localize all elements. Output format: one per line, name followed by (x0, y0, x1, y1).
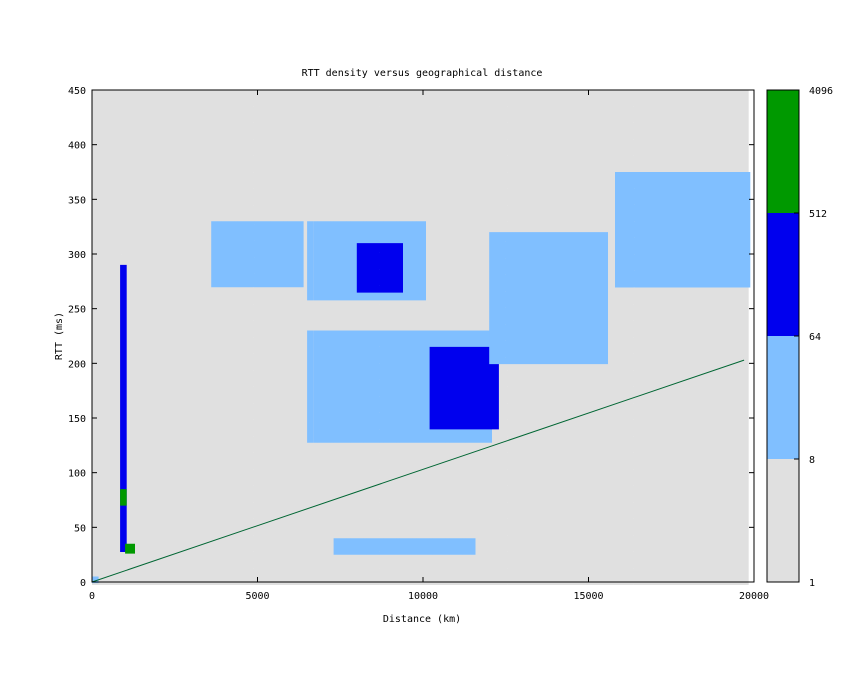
density-cluster-8 (333, 538, 476, 555)
colorbar-tick-label: 64 (809, 332, 821, 343)
chart-title: RTT density versus geographical distance (302, 68, 543, 79)
reference-line-layer (91, 359, 745, 583)
y-tick-label: 300 (68, 250, 86, 261)
colorbar: 1 8 64 512 4096 (766, 86, 833, 589)
colorbar-tick-label: 8 (809, 455, 815, 466)
x-tick-label: 0 (89, 591, 95, 602)
y-axis: 0 50 100 150 200 250 300 350 400 450 (68, 86, 754, 589)
density-cluster-2 (429, 346, 499, 430)
density-cluster-9 (120, 264, 127, 552)
colorbar-tick-label: 1 (809, 578, 815, 589)
heatmap-cell (211, 221, 304, 288)
y-tick-label: 100 (68, 469, 86, 480)
colorbar-tick-label: 4096 (809, 86, 833, 97)
reference-line (91, 359, 745, 583)
y-axis-label: RTT (ms) (54, 312, 65, 360)
heatmap-cell (615, 172, 751, 288)
y-tick-label: 50 (74, 523, 86, 534)
y-tick-label: 150 (68, 414, 86, 425)
y-tick-label: 400 (68, 141, 86, 152)
heatmap-cell (489, 232, 608, 365)
density-cluster-11 (125, 543, 135, 554)
x-axis: 0 5000 10000 15000 20000 (89, 90, 769, 602)
x-tick-label: 20000 (739, 591, 769, 602)
heatmap-cell (429, 346, 499, 430)
colorbar-band-2 (767, 213, 799, 336)
density-cluster-10 (120, 489, 127, 506)
density-cluster-4 (356, 243, 403, 293)
y-tick-label: 200 (68, 359, 86, 370)
y-tick-label: 350 (68, 195, 86, 206)
x-tick-label: 15000 (573, 591, 603, 602)
heatmap-cell (356, 243, 403, 293)
colorbar-band-1 (767, 336, 799, 459)
y-tick-label: 450 (68, 86, 86, 97)
heatmap-cell (120, 489, 127, 506)
colorbar-tick-label: 512 (809, 209, 827, 220)
colorbar-band-0 (767, 459, 799, 582)
x-axis-label: Distance (km) (383, 614, 461, 625)
heatmap-cell (333, 538, 476, 555)
x-tick-label: 10000 (408, 591, 438, 602)
heatmap-cell (125, 543, 135, 554)
y-tick-label: 0 (80, 578, 86, 589)
x-tick-label: 5000 (245, 591, 269, 602)
y-tick-label: 250 (68, 305, 86, 316)
density-cluster-5 (615, 172, 751, 288)
density-cluster-6 (211, 221, 304, 288)
heatmap-cell (120, 264, 127, 552)
colorbar-band-3 (767, 90, 799, 213)
heatmap-cells (92, 90, 751, 585)
density-cluster-7 (489, 232, 608, 365)
